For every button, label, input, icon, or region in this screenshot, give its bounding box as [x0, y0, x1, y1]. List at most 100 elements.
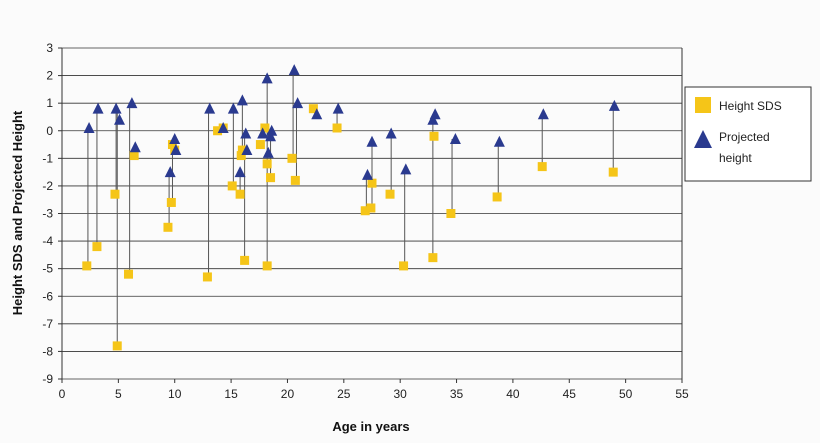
projected-height-point: [292, 97, 304, 109]
height-sds-point: [332, 123, 342, 133]
y-axis-label: Height SDS and Projected Height: [10, 110, 25, 315]
projected-height-point: [170, 144, 182, 156]
x-tick-label: 20: [281, 387, 295, 401]
height-sds-point: [366, 203, 376, 213]
height-sds-point: [446, 209, 456, 218]
height-sds-point: [492, 192, 502, 202]
height-sds-point: [237, 145, 247, 155]
projected-height-point: [311, 108, 323, 120]
height-sds-point: [213, 126, 223, 136]
height-sds-point: [367, 178, 377, 188]
x-tick-label: 10: [168, 387, 182, 401]
height-sds-point: [287, 153, 297, 163]
height-sds-point: [227, 181, 237, 191]
legend-triangle-icon: [694, 130, 712, 148]
legend-label-projected: Projected: [719, 130, 770, 144]
x-tick-label: 30: [394, 387, 408, 401]
projected-height-point: [265, 130, 277, 142]
projected-height-series: [83, 64, 620, 180]
projected-height-point: [262, 146, 274, 158]
height-sds-point: [202, 272, 212, 282]
projected-height-point: [400, 163, 412, 175]
height-sds-point: [82, 261, 92, 271]
projected-height-point: [385, 127, 397, 139]
projected-height-point: [113, 113, 125, 125]
x-tick-label: 5: [115, 387, 122, 401]
height-sds-point: [166, 197, 176, 207]
projected-height-point: [227, 102, 239, 114]
height-sds-point: [537, 162, 547, 172]
projected-height-point: [92, 102, 104, 114]
x-axis-ticks: 0 5 10 15 20 25 30 35 40 45 50 55: [59, 379, 689, 401]
projected-height-point: [110, 102, 122, 114]
height-sds-point: [236, 151, 246, 161]
height-sds-point: [167, 140, 177, 150]
x-tick-label: 45: [563, 387, 577, 401]
projected-height-point: [241, 144, 253, 156]
y-tick-label: -5: [42, 262, 53, 276]
y-tick-label: -8: [42, 344, 53, 358]
x-tick-label: 40: [506, 387, 520, 401]
y-tick-label: -7: [42, 317, 53, 331]
y-tick-label: -2: [42, 179, 53, 193]
height-sds-point: [255, 140, 265, 150]
height-sds-point: [429, 131, 439, 141]
gridlines: [61, 47, 683, 380]
height-sds-point: [428, 253, 438, 263]
x-tick-label: 15: [224, 387, 238, 401]
y-tick-label: -3: [42, 207, 53, 221]
projected-height-point: [126, 97, 138, 109]
x-tick-label: 35: [450, 387, 464, 401]
projected-height-point: [261, 72, 273, 84]
projected-height-point: [266, 124, 278, 136]
projected-height-point: [608, 99, 620, 111]
height-sds-point: [290, 175, 300, 185]
y-tick-label: 2: [46, 69, 53, 83]
projected-height-point: [288, 64, 300, 76]
y-tick-label: -6: [42, 289, 53, 303]
legend-label-height-sds: Height SDS: [719, 99, 782, 113]
projected-height-point: [361, 168, 373, 180]
height-sds-point: [308, 104, 318, 114]
projected-height-point: [429, 108, 441, 120]
height-sds-point: [240, 255, 250, 265]
height-sds-point: [399, 261, 409, 271]
height-sds-point: [360, 206, 370, 216]
x-axis-label: Age in years: [332, 419, 409, 434]
projected-height-point: [204, 102, 216, 114]
projected-height-point: [169, 133, 181, 145]
projected-height-point: [164, 166, 176, 178]
projected-height-point: [332, 102, 344, 114]
projected-height-point: [83, 121, 95, 133]
height-sds-point: [92, 242, 102, 252]
x-tick-label: 25: [337, 387, 351, 401]
projected-height-point: [257, 127, 269, 139]
projected-height-point: [217, 121, 229, 133]
projected-height-point: [129, 141, 141, 153]
height-sds-point: [124, 269, 134, 279]
y-axis-ticks: 3 2 1 0 -1 -2 -3 -4 -5 -6 -7 -8 -9: [42, 41, 62, 386]
height-sds-point: [266, 173, 276, 183]
x-tick-label: 55: [675, 387, 689, 401]
projected-height-point: [427, 113, 439, 125]
height-sds-point: [262, 159, 272, 169]
projected-height-point: [537, 108, 549, 120]
x-tick-label: 0: [59, 387, 66, 401]
legend-square-icon: [695, 97, 711, 113]
height-sds-point: [260, 123, 270, 133]
height-sds-point: [385, 189, 395, 199]
y-tick-label: -1: [42, 151, 53, 165]
y-tick-label: -4: [42, 234, 53, 248]
legend-label-height: height: [719, 151, 752, 165]
legend: Height SDS Projected height: [684, 86, 812, 182]
projected-height-point: [240, 127, 252, 139]
projected-height-point: [234, 166, 246, 178]
height-sds-point: [262, 261, 272, 271]
y-tick-label: 1: [46, 96, 53, 110]
height-sds-point: [110, 189, 120, 199]
x-tick-label: 50: [619, 387, 633, 401]
projected-height-point: [493, 135, 505, 147]
projected-height-point: [236, 94, 248, 106]
